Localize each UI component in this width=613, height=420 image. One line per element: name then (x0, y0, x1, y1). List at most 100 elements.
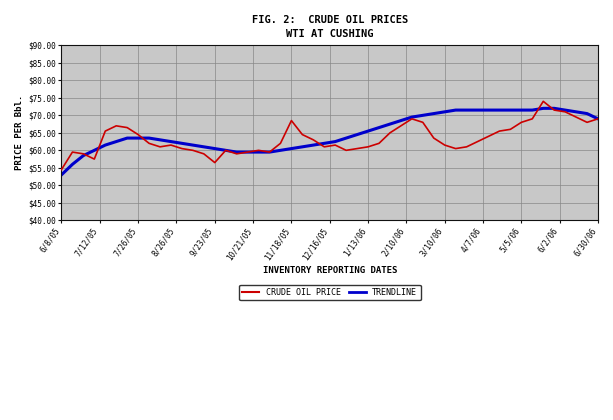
CRUDE OIL PRICE (189, 148, 197, 153)
CRUDE OIL PRICE (375, 141, 383, 146)
TRENDLINE (113, 139, 120, 144)
CRUDE OIL PRICE (58, 167, 65, 172)
TRENDLINE (419, 113, 427, 118)
CRUDE OIL PRICE (321, 144, 328, 150)
CRUDE OIL PRICE (277, 141, 284, 146)
CRUDE OIL PRICE (222, 148, 229, 153)
CRUDE OIL PRICE (408, 116, 416, 121)
CRUDE OIL PRICE (244, 150, 251, 155)
TRENDLINE (211, 146, 218, 151)
TRENDLINE (463, 108, 470, 113)
CRUDE OIL PRICE (386, 130, 394, 135)
TRENDLINE (430, 111, 438, 116)
TRENDLINE (375, 125, 383, 130)
TRENDLINE (244, 150, 251, 155)
TRENDLINE (222, 148, 229, 153)
CRUDE OIL PRICE (287, 118, 295, 123)
TRENDLINE (102, 142, 109, 147)
TRENDLINE (156, 137, 164, 142)
TRENDLINE (134, 136, 142, 141)
TRENDLINE (266, 150, 273, 155)
TRENDLINE (517, 108, 525, 113)
CRUDE OIL PRICE (550, 108, 558, 113)
CRUDE OIL PRICE (233, 151, 240, 156)
TRENDLINE (189, 142, 197, 147)
TRENDLINE (145, 136, 153, 141)
CRUDE OIL PRICE (211, 160, 218, 165)
CRUDE OIL PRICE (69, 150, 76, 155)
TRENDLINE (343, 136, 350, 141)
CRUDE OIL PRICE (266, 150, 273, 155)
TRENDLINE (441, 109, 448, 114)
TRENDLINE (452, 108, 459, 113)
Y-axis label: PRICE PER Bbl.: PRICE PER Bbl. (15, 95, 24, 171)
Line: TRENDLINE: TRENDLINE (61, 108, 598, 175)
CRUDE OIL PRICE (562, 109, 569, 114)
X-axis label: INVENTORY REPORTING DATES: INVENTORY REPORTING DATES (262, 265, 397, 275)
CRUDE OIL PRICE (496, 129, 503, 134)
TRENDLINE (496, 108, 503, 113)
TRENDLINE (123, 136, 131, 141)
TRENDLINE (408, 115, 416, 120)
TRENDLINE (69, 162, 76, 167)
CRUDE OIL PRICE (539, 99, 547, 104)
TRENDLINE (573, 109, 580, 114)
CRUDE OIL PRICE (113, 123, 120, 129)
CRUDE OIL PRICE (430, 136, 438, 141)
CRUDE OIL PRICE (364, 144, 371, 150)
CRUDE OIL PRICE (145, 141, 153, 146)
TRENDLINE (310, 142, 317, 147)
TRENDLINE (80, 153, 87, 158)
TRENDLINE (364, 129, 371, 134)
TRENDLINE (584, 111, 591, 116)
TRENDLINE (321, 141, 328, 146)
CRUDE OIL PRICE (528, 116, 536, 121)
CRUDE OIL PRICE (397, 123, 405, 129)
TRENDLINE (397, 118, 405, 123)
CRUDE OIL PRICE (441, 142, 448, 147)
TRENDLINE (287, 146, 295, 151)
CRUDE OIL PRICE (507, 127, 514, 132)
CRUDE OIL PRICE (299, 132, 306, 137)
TRENDLINE (562, 108, 569, 113)
TRENDLINE (233, 150, 240, 155)
TRENDLINE (332, 139, 339, 144)
TRENDLINE (178, 141, 186, 146)
TRENDLINE (91, 148, 98, 153)
CRUDE OIL PRICE (485, 134, 492, 139)
TRENDLINE (299, 144, 306, 150)
Title: FIG. 2:  CRUDE OIL PRICES
WTI AT CUSHING: FIG. 2: CRUDE OIL PRICES WTI AT CUSHING (251, 15, 408, 39)
TRENDLINE (485, 108, 492, 113)
CRUDE OIL PRICE (156, 144, 164, 150)
TRENDLINE (58, 172, 65, 177)
CRUDE OIL PRICE (517, 120, 525, 125)
CRUDE OIL PRICE (419, 120, 427, 125)
CRUDE OIL PRICE (463, 144, 470, 150)
CRUDE OIL PRICE (167, 142, 175, 147)
CRUDE OIL PRICE (91, 157, 98, 162)
CRUDE OIL PRICE (178, 146, 186, 151)
CRUDE OIL PRICE (102, 129, 109, 134)
CRUDE OIL PRICE (474, 139, 481, 144)
TRENDLINE (386, 121, 394, 126)
TRENDLINE (539, 106, 547, 111)
Line: CRUDE OIL PRICE: CRUDE OIL PRICE (61, 101, 598, 170)
TRENDLINE (200, 144, 207, 150)
TRENDLINE (507, 108, 514, 113)
CRUDE OIL PRICE (80, 151, 87, 156)
TRENDLINE (277, 148, 284, 153)
TRENDLINE (474, 108, 481, 113)
TRENDLINE (167, 139, 175, 144)
CRUDE OIL PRICE (354, 146, 361, 151)
CRUDE OIL PRICE (310, 137, 317, 142)
CRUDE OIL PRICE (343, 148, 350, 153)
CRUDE OIL PRICE (255, 148, 262, 153)
CRUDE OIL PRICE (123, 125, 131, 130)
CRUDE OIL PRICE (452, 146, 459, 151)
CRUDE OIL PRICE (200, 151, 207, 156)
TRENDLINE (550, 106, 558, 111)
CRUDE OIL PRICE (134, 132, 142, 137)
TRENDLINE (528, 108, 536, 113)
TRENDLINE (354, 132, 361, 137)
TRENDLINE (255, 150, 262, 155)
